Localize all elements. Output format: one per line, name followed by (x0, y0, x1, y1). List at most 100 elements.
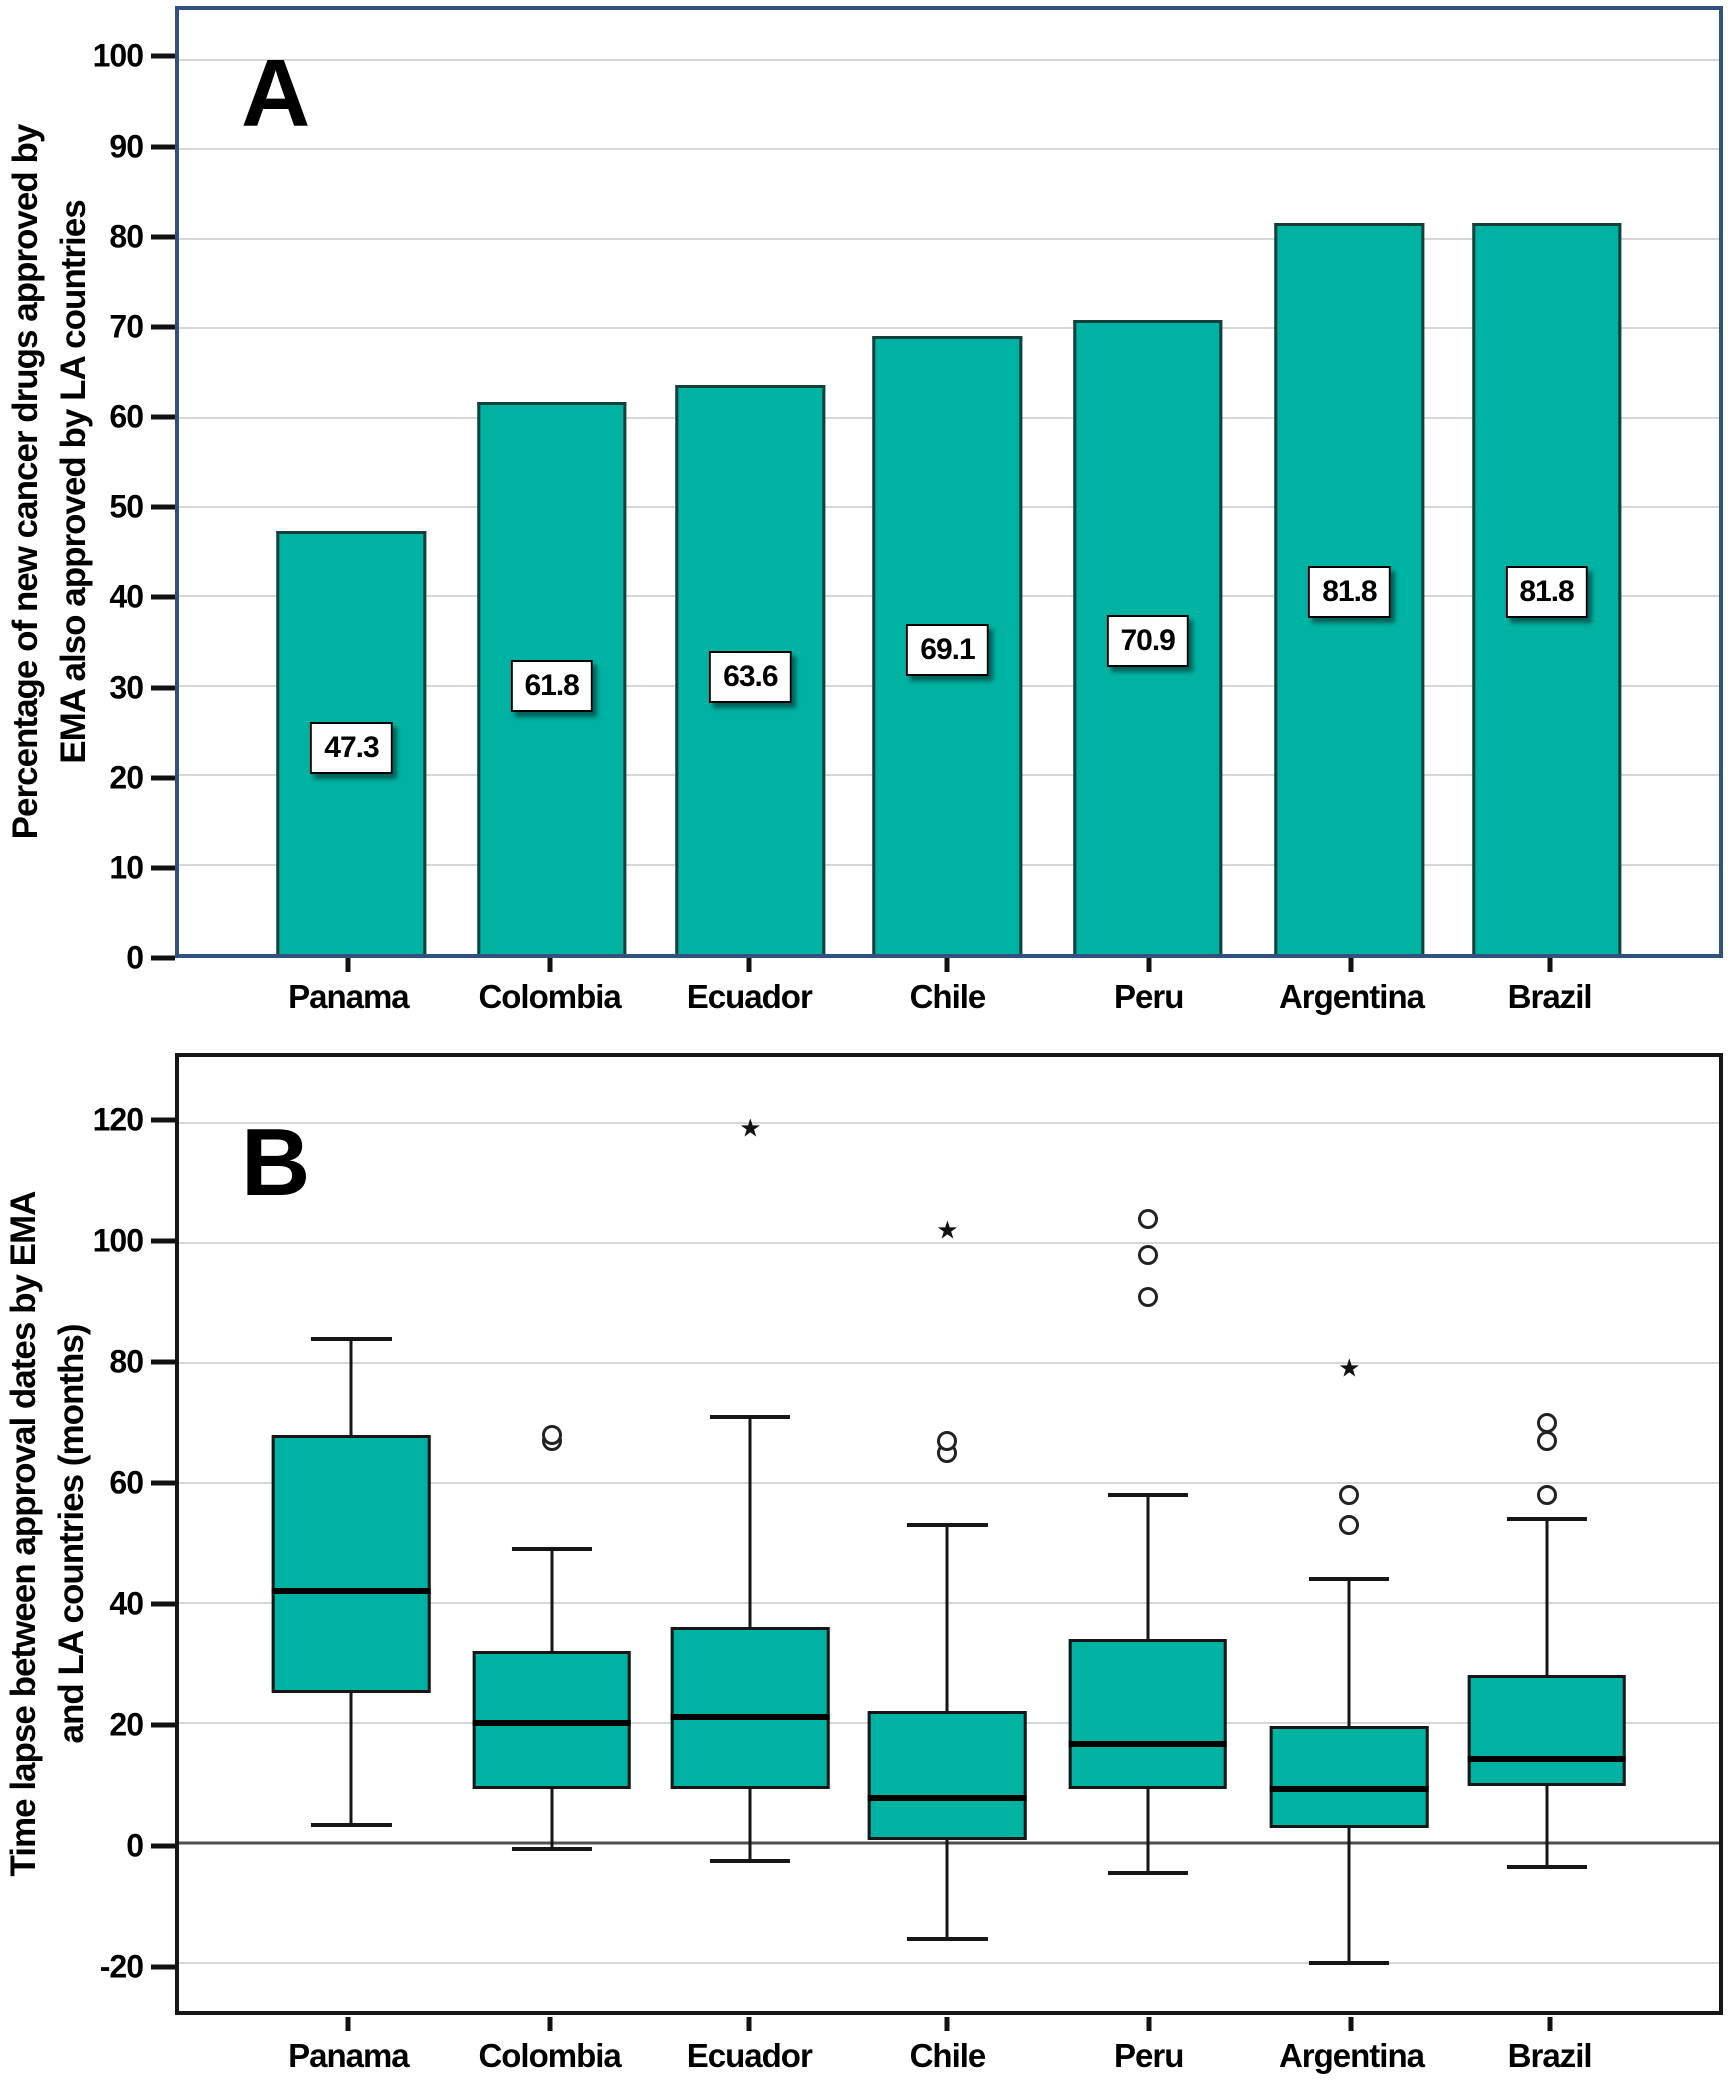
zero-line (179, 1841, 1719, 1845)
panel-b-x-axis: Panama Colombia Ecuador Chile Peru Argentina B… (175, 2017, 1723, 2097)
box-ecuador (671, 1627, 830, 1789)
y-tick-label: 60 (109, 398, 144, 435)
panel-b-plot-area: ★ ★ ★ (179, 1057, 1719, 2011)
y-tick-label: 70 (109, 308, 144, 345)
median-line-peru (1068, 1741, 1227, 1747)
panel-a-y-axis: 0 10 20 30 40 50 60 70 80 90 100 (0, 6, 175, 976)
bar-value-label: 81.8 (1505, 565, 1588, 618)
gridline (179, 237, 1719, 240)
y-tick-label: 80 (109, 1343, 144, 1380)
gridline (179, 148, 1719, 151)
y-tick-label: 0 (126, 939, 144, 976)
x-tick-mark (547, 2017, 553, 2031)
x-category-label: Peru (1114, 978, 1184, 1015)
whisker-cap-low-panama (311, 1823, 392, 1827)
y-tick-mark (151, 1480, 175, 1486)
y-tick-label: -20 (99, 1948, 144, 1985)
x-category-label: Peru (1114, 2037, 1184, 2074)
panel-a-y-axis-title-line2: EMA also approved by LA countries (54, 200, 93, 764)
y-tick-label: 80 (109, 218, 144, 255)
outlier-circle-argentina (1339, 1515, 1360, 1535)
outlier-circle-argentina (1339, 1485, 1360, 1505)
panel-b-box-plot: ★ ★ ★ B (175, 1053, 1723, 2015)
median-line-chile (868, 1795, 1027, 1801)
y-tick-mark (151, 1964, 175, 1970)
y-tick-label: 10 (109, 849, 144, 886)
outlier-circle-brazil (1536, 1431, 1557, 1451)
box-chile (868, 1711, 1027, 1840)
y-tick-label: 0 (126, 1827, 144, 1864)
x-tick-mark (1348, 2017, 1354, 2031)
extreme-star-chile: ★ (936, 1216, 959, 1245)
x-tick-mark (345, 958, 351, 972)
panel-a-plot-area: 47.3 61.8 63.6 69.1 70.9 81.8 81.8 (179, 10, 1719, 954)
y-tick-mark (151, 234, 175, 240)
y-tick-mark (151, 865, 175, 871)
y-tick-mark (151, 1722, 175, 1728)
y-tick-label: 120 (92, 1101, 144, 1138)
x-category-label: Panama (288, 978, 410, 1015)
outlier-circle-colombia (541, 1425, 562, 1445)
box-brazil (1467, 1675, 1626, 1786)
outlier-circle-peru (1137, 1209, 1158, 1229)
y-tick-mark (151, 1359, 175, 1365)
y-tick-label: 60 (109, 1464, 144, 1501)
x-category-label: Brazil (1507, 2037, 1593, 2074)
whisker-cap-low-chile (907, 1937, 988, 1941)
outlier-circle-brazil (1536, 1413, 1557, 1433)
gridline (179, 1602, 1719, 1604)
x-category-label: Ecuador (686, 2037, 813, 2074)
y-tick-mark (151, 685, 175, 691)
gridline (179, 1482, 1719, 1484)
extreme-star-argentina: ★ (1338, 1354, 1361, 1383)
panel-a-x-axis: Panama Colombia Ecuador Chile Peru Argentina B… (175, 958, 1723, 1038)
x-category-label: Argentina (1278, 2037, 1425, 2074)
x-category-label: Argentina (1278, 978, 1425, 1015)
y-tick-label: 20 (109, 1706, 144, 1743)
y-tick-label: 100 (92, 1222, 144, 1259)
bar-value-label: 69.1 (906, 624, 989, 677)
x-tick-mark (1547, 2017, 1553, 2031)
x-tick-mark (746, 958, 752, 972)
panel-b-y-axis-title-line1: Time lapse between approval dates by EMA (4, 1191, 43, 1877)
median-line-brazil (1467, 1756, 1626, 1762)
y-tick-mark (151, 53, 175, 59)
x-tick-mark (1348, 958, 1354, 972)
panel-a-bar-chart: 47.3 61.8 63.6 69.1 70.9 81.8 81.8 A (175, 6, 1723, 958)
whisker-cap-low-ecuador (710, 1859, 791, 1863)
bar-value-label: 81.8 (1308, 565, 1391, 618)
median-line-panama (272, 1588, 431, 1594)
x-category-label: Colombia (478, 978, 621, 1015)
whisker-cap-low-brazil (1506, 1865, 1587, 1869)
bar-value-label: 47.3 (310, 722, 393, 775)
box-argentina (1270, 1726, 1429, 1828)
y-tick-mark (151, 1117, 175, 1123)
x-category-label: Colombia (478, 2037, 621, 2074)
y-tick-mark (151, 324, 175, 330)
whisker-cap-high-panama (311, 1337, 392, 1341)
box-peru (1068, 1639, 1227, 1789)
median-line-argentina (1270, 1786, 1429, 1792)
whisker-cap-high-peru (1107, 1493, 1188, 1497)
bar-value-label: 70.9 (1106, 615, 1189, 668)
panel-b-letter: B (241, 1109, 310, 1216)
x-category-label: Chile (909, 978, 987, 1015)
gridline (179, 1962, 1719, 1964)
x-category-label: Panama (288, 2037, 410, 2074)
bar-value-label: 61.8 (510, 659, 593, 712)
y-tick-label: 20 (109, 759, 144, 796)
y-tick-mark (151, 414, 175, 420)
box-panama (272, 1435, 431, 1693)
y-tick-mark (151, 1843, 175, 1849)
whisker-cap-low-argentina (1309, 1961, 1390, 1965)
x-tick-mark (944, 958, 950, 972)
x-category-label: Chile (909, 2037, 987, 2074)
y-tick-mark (151, 1601, 175, 1607)
x-category-label: Brazil (1507, 978, 1593, 1015)
y-tick-mark (151, 955, 175, 961)
outlier-circle-brazil (1536, 1485, 1557, 1505)
whisker-cap-low-peru (1107, 1871, 1188, 1875)
y-tick-mark (151, 775, 175, 781)
y-tick-label: 90 (109, 128, 144, 165)
gridline (179, 1122, 1719, 1124)
